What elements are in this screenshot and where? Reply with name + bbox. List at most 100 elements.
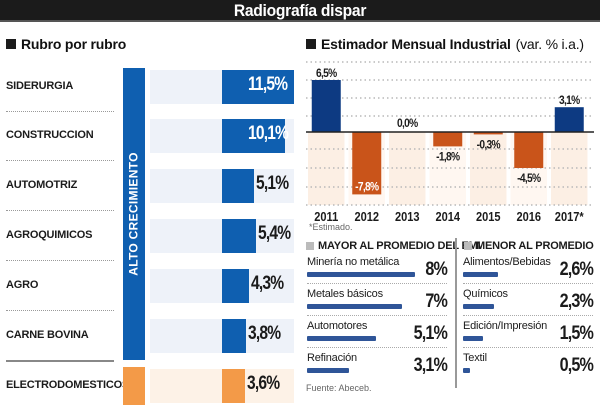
data-label: 0,0% bbox=[397, 117, 418, 130]
square-bullet-icon bbox=[6, 39, 16, 49]
list-item-label: Refinación bbox=[307, 352, 357, 364]
header-bar: Radiografía dispar bbox=[0, 0, 600, 22]
list-item-bar bbox=[307, 336, 376, 341]
data-label: -0,3% bbox=[477, 139, 501, 152]
page-title: Radiografía dispar bbox=[233, 1, 367, 20]
column-shade bbox=[389, 132, 426, 205]
sector-label: AGROQUIMICOS bbox=[6, 229, 93, 241]
low-growth-band bbox=[123, 367, 145, 405]
x-tick-label: 2012 bbox=[354, 209, 379, 224]
data-label: -1,8% bbox=[436, 151, 460, 164]
row-divider bbox=[6, 260, 114, 261]
x-tick-label: 2015 bbox=[476, 209, 501, 224]
square-bullet-icon bbox=[306, 39, 316, 49]
sector-value: 3,6% bbox=[246, 373, 280, 394]
list-item-value: 1,5% bbox=[559, 323, 594, 344]
bar-2011 bbox=[311, 80, 341, 132]
sector-label: ELECTRODOMESTICOS bbox=[6, 379, 130, 391]
list-divider bbox=[463, 283, 593, 284]
list-item-value: 8% bbox=[425, 259, 447, 280]
data-label: -7,8% bbox=[355, 181, 379, 194]
high-growth-band bbox=[123, 68, 145, 360]
sector-bar bbox=[222, 269, 249, 303]
lists-divider bbox=[455, 238, 457, 388]
square-bullet-icon bbox=[306, 242, 314, 250]
list-divider bbox=[307, 347, 447, 348]
bar-2012 bbox=[352, 132, 382, 195]
above-average-title: MAYOR AL PROMEDIO DEL EMI bbox=[318, 240, 481, 252]
bar-2014 bbox=[433, 132, 463, 147]
row-divider bbox=[6, 160, 114, 161]
sector-bar bbox=[222, 169, 254, 203]
list-item-bar bbox=[463, 272, 498, 277]
sector-value: 11,5% bbox=[248, 74, 288, 95]
sector-bar bbox=[222, 369, 245, 403]
sector-label: CARNE BOVINA bbox=[6, 329, 89, 341]
sector-value: 3,8% bbox=[247, 323, 281, 344]
sector-value: 5,4% bbox=[257, 223, 291, 244]
list-item-value: 0,5% bbox=[559, 355, 594, 376]
sector-value: 4,3% bbox=[250, 273, 284, 294]
list-divider bbox=[307, 283, 447, 284]
list-item-value: 3,1% bbox=[413, 355, 448, 376]
sector-value: 10,1% bbox=[248, 123, 289, 144]
chart-footnote: *Estimado. bbox=[309, 222, 353, 232]
row-divider bbox=[6, 310, 114, 311]
chart-section-title: Estimador Mensual Industrial (var. % i.a… bbox=[306, 36, 584, 52]
list-item-bar bbox=[463, 304, 494, 309]
list-item-label: Minería no metálica bbox=[307, 256, 400, 268]
chart-title: Estimador Mensual Industrial bbox=[321, 36, 511, 52]
bar-2015 bbox=[473, 132, 503, 135]
x-tick-label: 2016 bbox=[516, 209, 541, 224]
list-item-label: Alimentos/Bebidas bbox=[463, 256, 551, 268]
sector-bar bbox=[222, 219, 256, 253]
column-shade bbox=[308, 132, 345, 205]
sector-value: 5,1% bbox=[255, 173, 289, 194]
column-shade bbox=[551, 132, 588, 205]
x-tick-label: 2017* bbox=[555, 209, 584, 224]
below-average-title: MENOR AL PROMEDIO bbox=[476, 240, 594, 252]
chart-subtitle: (var. % i.a.) bbox=[515, 36, 584, 52]
sector-bar bbox=[222, 119, 286, 153]
data-label: 6,5% bbox=[316, 67, 337, 80]
list-item-label: Textil bbox=[463, 352, 487, 364]
square-bullet-icon bbox=[464, 242, 472, 250]
sector-label: CONSTRUCCION bbox=[6, 129, 94, 141]
list-item-value: 2,6% bbox=[559, 259, 594, 280]
x-tick-label: 2013 bbox=[395, 209, 420, 224]
list-divider bbox=[463, 347, 593, 348]
list-divider bbox=[463, 315, 593, 316]
list-item-value: 7% bbox=[425, 291, 447, 312]
list-item-label: Metales básicos bbox=[307, 288, 383, 300]
list-item-bar bbox=[307, 368, 349, 373]
sector-bar bbox=[222, 70, 294, 104]
emi-bar-chart: 6,5% 2011 -7,8% 2012 0,0% 2013 -1,8% 2014 -0,3% 2… bbox=[306, 61, 594, 224]
list-item-label: Automotores bbox=[307, 320, 368, 332]
bar-2017* bbox=[554, 107, 584, 132]
list-item-bar bbox=[463, 368, 470, 373]
x-tick-label: 2014 bbox=[435, 209, 460, 224]
below-average-heading: MENOR AL PROMEDIO bbox=[464, 240, 594, 252]
list-item-bar bbox=[463, 336, 484, 341]
list-item-label: Edición/Impresión bbox=[463, 320, 548, 332]
sector-label: AGRO bbox=[6, 279, 39, 291]
x-tick-label: 2011 bbox=[314, 209, 338, 224]
list-item-value: 2,3% bbox=[559, 291, 594, 312]
left-section-title: Rubro por rubro bbox=[6, 36, 126, 52]
source-note: Fuente: Abeceb. bbox=[306, 383, 372, 393]
bar-2016 bbox=[514, 132, 544, 168]
list-item-bar bbox=[307, 304, 402, 309]
high-growth-band-label: ALTO CRECIMIENTO bbox=[123, 68, 145, 360]
list-item-value: 5,1% bbox=[413, 323, 448, 344]
sector-label: AUTOMOTRIZ bbox=[6, 179, 78, 191]
list-divider bbox=[307, 315, 447, 316]
data-label: 3,1% bbox=[559, 95, 580, 108]
above-average-heading: MAYOR AL PROMEDIO DEL EMI bbox=[306, 240, 481, 252]
sector-bar bbox=[222, 319, 246, 353]
band-label-text: ALTO CRECIMIENTO bbox=[127, 152, 142, 276]
sector-label: SIDERURGIA bbox=[6, 80, 74, 92]
group-separator bbox=[6, 360, 114, 362]
row-divider bbox=[6, 111, 114, 112]
list-item-label: Químicos bbox=[463, 288, 508, 300]
data-label: -4,5% bbox=[517, 172, 541, 185]
